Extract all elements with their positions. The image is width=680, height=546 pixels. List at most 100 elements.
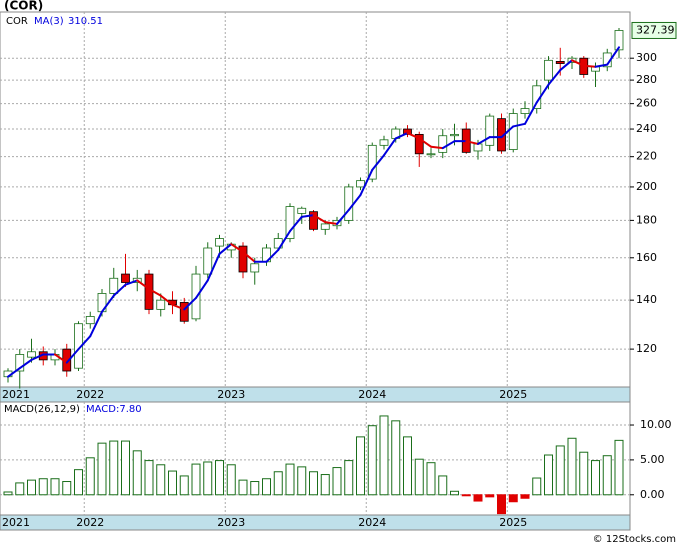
macd-bar	[391, 420, 401, 496]
ma-line	[383, 137, 397, 157]
macd-bar	[3, 491, 13, 496]
ma-line	[7, 367, 21, 378]
macd-bar	[179, 475, 189, 496]
x-tick-label: 2021	[2, 516, 30, 529]
x-tick-label: 2024	[358, 388, 386, 401]
y-tick-label: 160	[636, 251, 657, 264]
candle-body	[544, 59, 553, 81]
legend-entry: MA(3)	[34, 16, 64, 27]
y-tick-label: 140	[636, 293, 657, 306]
macd-bar	[250, 481, 260, 496]
macd-bar	[203, 461, 213, 496]
macd-bar	[297, 466, 307, 496]
ma-line	[418, 137, 432, 148]
macd-bar	[520, 494, 530, 499]
candle-body	[179, 302, 189, 322]
candle-body	[320, 223, 330, 230]
ma-line	[582, 64, 597, 68]
y-tick-label: 0.00	[640, 488, 665, 501]
macd-bar	[191, 463, 201, 496]
candle-body	[215, 238, 224, 247]
candle-body	[508, 113, 518, 150]
macd-bar	[367, 425, 377, 496]
macd-bar	[414, 458, 424, 496]
ma-line	[136, 279, 150, 291]
candle-body	[614, 30, 624, 51]
macd-bar	[226, 464, 236, 496]
y-tick-label: 10.00	[640, 418, 672, 431]
ma-line	[477, 136, 491, 145]
legend-entry: MACD:7.80	[86, 404, 142, 415]
macd-bar	[215, 460, 224, 496]
macd-title: MACD(26,12,9)	[4, 404, 80, 415]
candle-body	[15, 354, 25, 372]
candle-body	[485, 115, 495, 146]
ma-line	[512, 122, 526, 128]
ma-line	[312, 214, 327, 224]
ma-line	[394, 132, 409, 140]
x-tick-label: 2024	[358, 516, 386, 529]
legend-entry: COR	[6, 16, 28, 27]
ma-line	[594, 63, 609, 68]
macd-bar	[555, 445, 565, 496]
ma-line	[159, 294, 174, 306]
macd-bar	[532, 477, 542, 496]
ma-line	[371, 154, 385, 171]
ma-line	[148, 288, 162, 297]
ma-line	[430, 145, 444, 150]
ma-line	[183, 296, 197, 311]
ma-line	[535, 83, 550, 104]
y-tick-label: 5.00	[640, 453, 665, 466]
candle-body	[367, 144, 377, 180]
macd-bar	[461, 494, 471, 497]
macd-bar	[15, 482, 25, 496]
x-tick-label: 2023	[217, 388, 245, 401]
ma-line	[524, 101, 538, 125]
macd-bar	[109, 440, 119, 496]
date-band	[0, 514, 631, 531]
macd-bar	[50, 478, 60, 496]
ma-line	[324, 221, 338, 225]
y-tick-label: 180	[636, 213, 657, 226]
ma-line	[18, 358, 33, 370]
macd-bar	[344, 460, 354, 496]
ma-line	[300, 214, 315, 218]
macd-bar	[485, 494, 495, 498]
macd-bar	[85, 457, 95, 496]
y-tick-label: 280	[636, 73, 657, 86]
ma-line	[347, 193, 362, 211]
macd-bar	[320, 474, 330, 496]
candle-body	[555, 60, 565, 64]
candle-body	[379, 139, 389, 146]
y-tick-label: 220	[636, 150, 657, 163]
x-tick-label: 2022	[76, 388, 104, 401]
candle-body	[238, 245, 248, 273]
macd-bar	[403, 436, 412, 496]
y-tick-label: 200	[636, 180, 657, 193]
macd-bar	[156, 464, 166, 496]
macd-bar	[508, 494, 518, 503]
candle-body	[344, 186, 354, 221]
macd-bar	[450, 490, 459, 496]
macd-bar	[97, 442, 107, 496]
candle-body	[438, 135, 448, 153]
candle-body	[85, 316, 95, 325]
macd-bar	[238, 479, 248, 496]
ma-line	[265, 248, 280, 263]
ma-line	[124, 279, 139, 286]
macd-bar	[426, 462, 436, 496]
macd-bar	[473, 494, 483, 502]
candle-body	[426, 153, 436, 156]
macd-bar	[38, 478, 48, 496]
ma-line	[336, 208, 350, 225]
y-tick-label: 120	[636, 342, 657, 355]
last-price-box	[631, 21, 677, 39]
y-tick-label: 260	[636, 97, 657, 110]
candle-body	[450, 133, 459, 137]
footer: © 12Stocks.com	[593, 534, 676, 545]
macd-bar	[497, 494, 506, 515]
macd-bar	[602, 455, 612, 496]
ma-line	[89, 310, 103, 338]
candle-body	[109, 277, 119, 294]
y-tick-label: 300	[636, 51, 657, 64]
